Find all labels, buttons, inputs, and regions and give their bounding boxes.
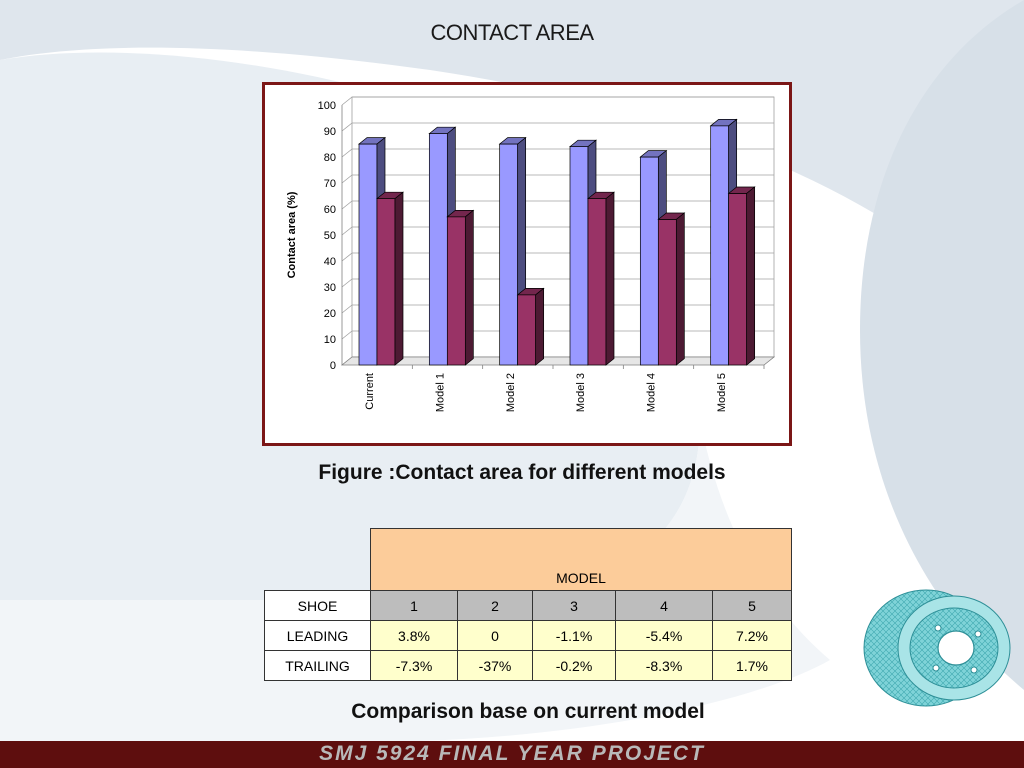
bar-front	[657, 219, 677, 366]
model-number-cell: 1	[370, 590, 458, 621]
y-tick-label: 40	[324, 256, 336, 268]
bar-side	[746, 186, 756, 366]
y-tick-label: 60	[324, 204, 336, 216]
x-tick-label: Model 1	[435, 373, 447, 412]
y-axis-label: Contact area (%)	[286, 191, 298, 278]
y-tick-label: 50	[324, 230, 336, 242]
bar-front	[587, 198, 607, 366]
value-cell: -0.2%	[532, 650, 616, 681]
bar-front	[446, 216, 466, 366]
value-cell: -5.4%	[615, 620, 713, 651]
model-number-cell: 2	[457, 590, 533, 621]
bar-front	[639, 156, 659, 366]
bar-front	[710, 125, 730, 366]
value-cell: -37%	[457, 650, 533, 681]
gridline-diagonal	[341, 174, 353, 184]
brake-drum-image	[863, 589, 1011, 707]
bar-side	[464, 209, 474, 366]
y-tick-label: 20	[324, 308, 336, 320]
table-corner-blank	[265, 529, 371, 591]
gridline-diagonal	[341, 226, 353, 236]
x-tick-label: Model 4	[646, 373, 658, 412]
y-tick-label: 70	[324, 178, 336, 190]
value-cell: -7.3%	[370, 650, 458, 681]
model-number-cell: 4	[615, 590, 713, 621]
bar-front	[358, 143, 378, 366]
x-tick-label: Model 3	[575, 373, 587, 412]
chart-frame: 0 10 20 30 40 50 60 70 80 90 100 Contact area (%) Cu…	[262, 82, 792, 446]
footer-bar: SMJ 5924 FINAL YEAR PROJECT	[0, 741, 1024, 768]
bar-side	[394, 191, 404, 366]
x-tick-label: Model 2	[505, 373, 517, 412]
comparison-caption: Comparison base on current model	[351, 700, 705, 723]
shoe-header: SHOE	[264, 590, 371, 621]
bar-front	[428, 133, 448, 366]
bar-front	[569, 146, 589, 366]
bar-side	[605, 191, 615, 366]
x-tick-label: Current	[364, 373, 376, 410]
gridline-diagonal	[341, 96, 353, 106]
y-tick-label: 30	[324, 282, 336, 294]
bar-front	[376, 198, 396, 366]
bar-front	[728, 193, 748, 366]
contact-area-bar-chart: 0 10 20 30 40 50 60 70 80 90 100 Contact area (%) Cu…	[286, 96, 776, 412]
value-cell: 7.2%	[712, 620, 792, 651]
y-tick-label: 90	[324, 126, 336, 138]
gridline-diagonal	[341, 252, 353, 262]
value-cell: -8.3%	[615, 650, 713, 681]
table-number-row: SHOE 1 2 3 4 5	[264, 590, 792, 621]
y-tick-label: 100	[318, 100, 336, 112]
y-tick-label: 80	[324, 152, 336, 164]
gridline-diagonal	[341, 278, 353, 288]
table-row: TRAILING -7.3% -37% -0.2% -8.3% 1.7%	[264, 650, 792, 681]
gridline-diagonal	[341, 148, 353, 158]
row-label-trailing: TRAILING	[264, 650, 371, 681]
plot-floor	[340, 356, 776, 366]
gridline-diagonal	[341, 122, 353, 132]
bar-front	[499, 143, 519, 366]
footer-text: SMJ 5924 FINAL YEAR PROJECT	[319, 742, 705, 765]
value-cell: -1.1%	[532, 620, 616, 651]
comparison-table: MODEL SHOE 1 2 3 4 5 LEADING 3.8% 0 -1.1…	[264, 528, 792, 681]
bar-front	[517, 294, 537, 366]
table-row: LEADING 3.8% 0 -1.1% -5.4% 7.2%	[264, 620, 792, 651]
y-tick-label: 10	[324, 334, 336, 346]
value-cell: 3.8%	[370, 620, 458, 651]
value-cell: 0	[457, 620, 533, 651]
row-label-leading: LEADING	[264, 620, 371, 651]
figure-caption: Figure :Contact area for different model…	[318, 461, 726, 484]
model-header: MODEL	[370, 528, 792, 591]
bar-side	[675, 212, 685, 366]
table-group-header-row: MODEL	[265, 528, 792, 591]
gridline-diagonal	[341, 304, 353, 314]
bar-side	[535, 287, 545, 366]
gridline-diagonal	[341, 330, 353, 340]
x-tick-label: Model 5	[716, 373, 728, 412]
value-cell: 1.7%	[712, 650, 792, 681]
y-tick-label: 0	[330, 360, 336, 372]
model-number-cell: 3	[532, 590, 616, 621]
model-number-cell: 5	[712, 590, 792, 621]
gridline-diagonal	[341, 200, 353, 210]
slide-title: CONTACT AREA	[430, 20, 594, 45]
